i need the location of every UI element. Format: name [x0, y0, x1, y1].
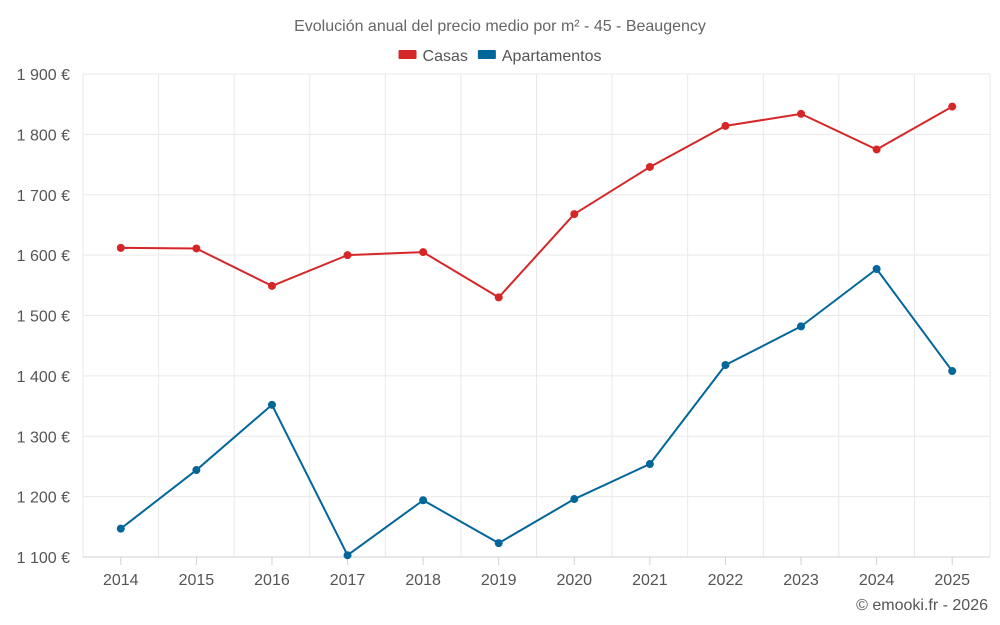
data-point-casas[interactable] — [494, 293, 503, 302]
y-tick-label: 1 800 € — [17, 127, 70, 144]
data-point-casas[interactable] — [948, 102, 957, 111]
data-point-casas[interactable] — [267, 281, 276, 290]
y-tick-label: 1 200 € — [17, 490, 70, 507]
x-tick-label: 2018 — [405, 572, 441, 589]
legend-swatch — [398, 50, 417, 59]
data-point-apartamentos[interactable] — [721, 361, 730, 370]
data-point-apartamentos[interactable] — [419, 496, 428, 505]
y-tick-label: 1 700 € — [17, 188, 70, 205]
data-point-casas[interactable] — [570, 210, 579, 219]
series-points — [116, 102, 957, 560]
data-point-apartamentos[interactable] — [948, 367, 957, 376]
data-point-casas[interactable] — [116, 243, 125, 252]
x-tick-label: 2021 — [632, 572, 668, 589]
data-point-casas[interactable] — [192, 244, 201, 253]
y-tick-label: 1 400 € — [17, 369, 70, 386]
legend-label: Casas — [423, 48, 468, 65]
series-line-apartamentos — [120, 268, 954, 557]
data-point-apartamentos[interactable] — [192, 466, 201, 475]
x-tick-label: 2024 — [859, 572, 895, 589]
chart-title: Evolución anual del precio medio por m² … — [294, 18, 706, 35]
credit-text: © emooki.fr - 2026 — [856, 597, 988, 614]
x-tick-label: 2017 — [330, 572, 366, 589]
y-tick-label: 1 300 € — [17, 429, 70, 446]
x-tick-label: 2023 — [783, 572, 819, 589]
data-point-apartamentos[interactable] — [872, 265, 881, 274]
data-point-casas[interactable] — [343, 251, 352, 260]
data-point-casas[interactable] — [721, 121, 730, 130]
y-tick-label: 1 500 € — [17, 309, 70, 326]
y-axis-labels: 1 100 € 1 200 € 1 300 € 1 400 € 1 500 € 1 600… — [17, 67, 70, 567]
x-tick-label: 2020 — [556, 572, 592, 589]
x-tick-label: 2022 — [708, 572, 744, 589]
series-lines — [120, 105, 954, 557]
x-tick-label: 2025 — [934, 572, 970, 589]
data-point-apartamentos[interactable] — [267, 400, 276, 409]
data-point-apartamentos[interactable] — [116, 524, 125, 533]
data-point-casas[interactable] — [419, 248, 428, 257]
legend-swatch — [477, 50, 496, 59]
data-point-casas[interactable] — [645, 162, 654, 171]
y-tick-label: 1 100 € — [17, 550, 70, 567]
data-point-apartamentos[interactable] — [797, 322, 806, 331]
data-point-apartamentos[interactable] — [645, 460, 654, 469]
y-gridlines — [83, 73, 990, 558]
x-tick-label: 2016 — [254, 572, 290, 589]
x-tick-label: 2019 — [481, 572, 517, 589]
x-tick-label: 2015 — [179, 572, 215, 589]
data-point-casas[interactable] — [872, 145, 881, 154]
x-tick-label: 2014 — [103, 572, 139, 589]
legend: Casas Apartamentos — [398, 48, 602, 65]
data-point-casas[interactable] — [797, 109, 806, 118]
data-point-apartamentos[interactable] — [494, 539, 503, 548]
x-axis-labels: 2014 2015 2016 2017 2018 2019 2020 2021 2022 2023… — [103, 557, 970, 589]
y-tick-label: 1 600 € — [17, 248, 70, 265]
series-line-casas — [120, 105, 953, 299]
legend-item-apartamentos[interactable]: Apartamentos — [477, 48, 602, 65]
y-tick-label: 1 900 € — [17, 67, 70, 84]
data-point-apartamentos[interactable] — [570, 495, 579, 504]
legend-label: Apartamentos — [502, 48, 602, 65]
data-point-apartamentos[interactable] — [343, 551, 352, 560]
legend-item-casas[interactable]: Casas — [398, 48, 468, 65]
